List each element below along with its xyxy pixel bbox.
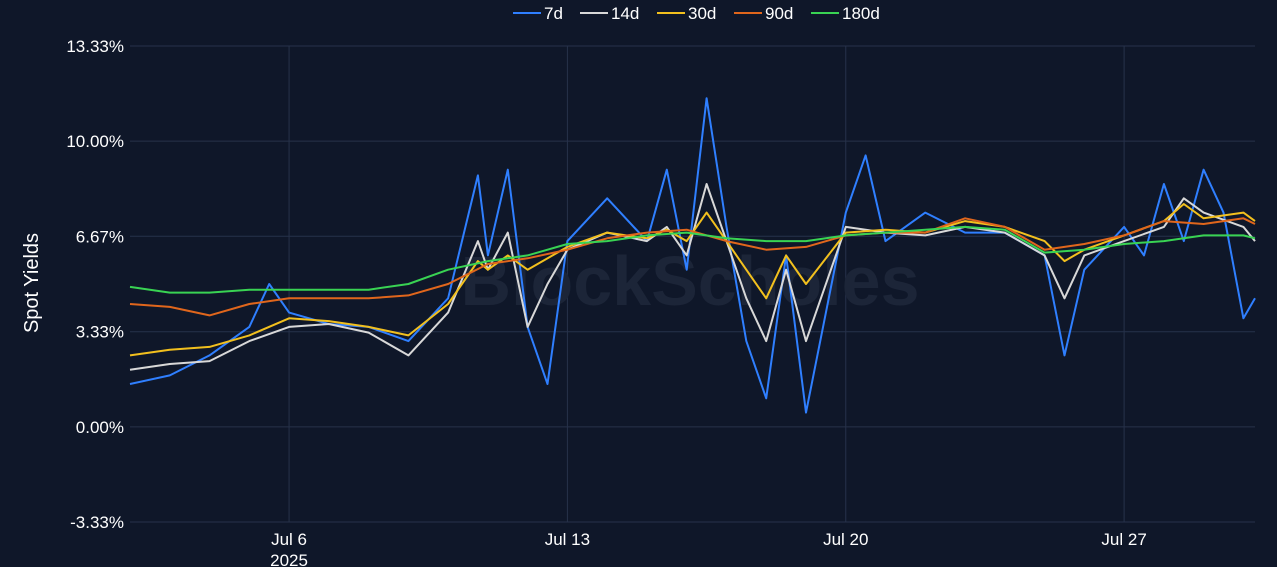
- legend-label: 180d: [842, 4, 880, 23]
- y-axis-ticks: 13.33% 10.00% 6.67% 3.33% 0.00% -3.33%: [66, 37, 124, 532]
- x-tick-label: Jul 20: [823, 530, 868, 549]
- x-axis-ticks: Jul 6 2025 Jul 13 Jul 20 Jul 27: [270, 530, 1147, 567]
- series-line-30d: [129, 203, 1256, 357]
- x-tick-label: Jul 27: [1101, 530, 1146, 549]
- y-tick-label: 13.33%: [66, 37, 124, 56]
- series-lines: [129, 97, 1256, 414]
- x-tick-label: Jul 13: [545, 530, 590, 549]
- legend-label: 30d: [688, 4, 716, 23]
- y-tick-label: 0.00%: [76, 418, 124, 437]
- y-tick-label: 10.00%: [66, 132, 124, 151]
- watermark-text: BlockScholes: [460, 242, 919, 320]
- legend-item-90d[interactable]: 90d: [734, 4, 793, 23]
- legend[interactable]: 7d 14d 30d 90d 180d: [513, 4, 880, 23]
- y-tick-label: -3.33%: [70, 513, 124, 532]
- legend-label: 90d: [765, 4, 793, 23]
- y-axis-title: Spot Yields: [21, 233, 43, 333]
- series-line-180d: [129, 225, 1256, 294]
- series-line-14d: [129, 183, 1256, 371]
- legend-item-30d[interactable]: 30d: [657, 4, 716, 23]
- legend-item-7d[interactable]: 7d: [513, 4, 563, 23]
- x-tick-year-label: 2025: [270, 551, 308, 567]
- legend-item-180d[interactable]: 180d: [811, 4, 880, 23]
- legend-label: 14d: [611, 4, 639, 23]
- legend-label: 7d: [544, 4, 563, 23]
- x-tick-label: Jul 6: [271, 530, 307, 549]
- legend-item-14d[interactable]: 14d: [580, 4, 639, 23]
- y-tick-label: 6.67%: [76, 227, 124, 246]
- y-tick-label: 3.33%: [76, 323, 124, 342]
